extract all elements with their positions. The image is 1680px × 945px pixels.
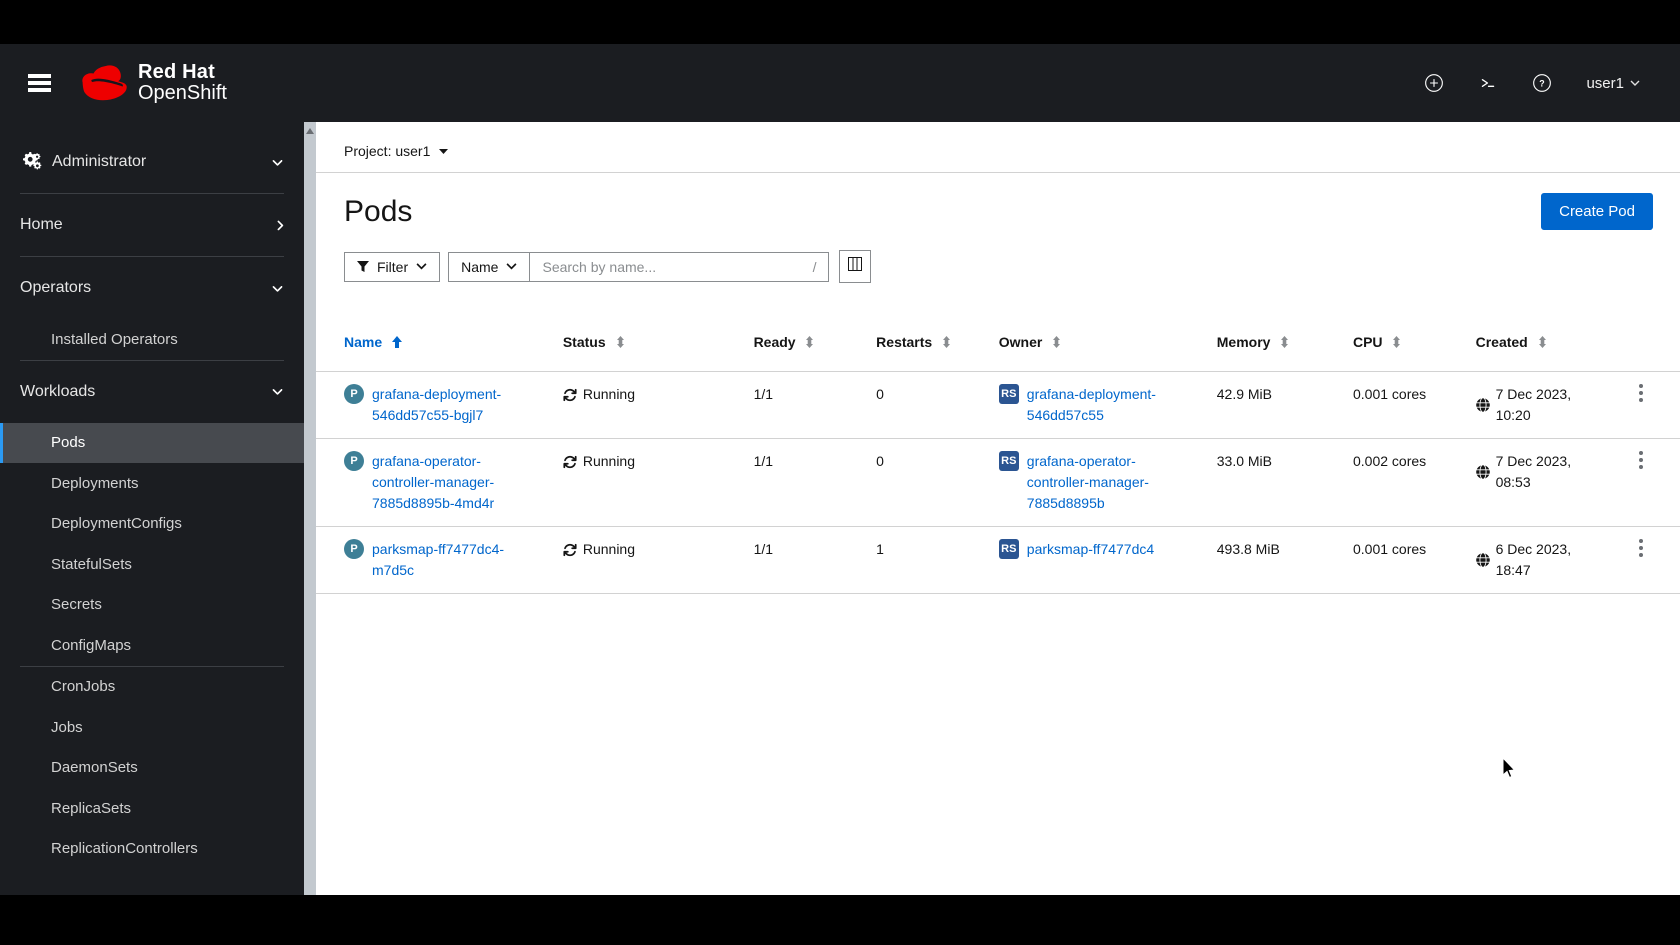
svg-text:?: ? — [1540, 78, 1545, 88]
